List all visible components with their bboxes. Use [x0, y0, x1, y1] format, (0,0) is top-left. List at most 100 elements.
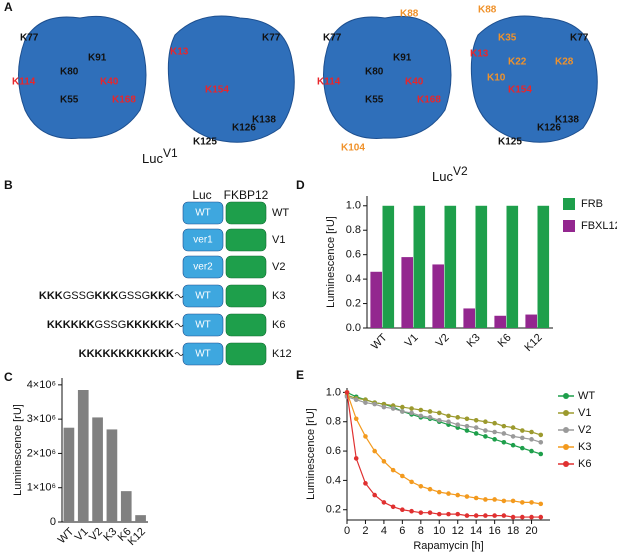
legend-marker: [563, 427, 569, 433]
legend-marker: [563, 410, 569, 416]
y-tick-label: 0.6: [346, 249, 361, 261]
point: [529, 437, 534, 442]
point: [409, 410, 414, 416]
point: [353, 456, 359, 461]
point: [418, 510, 424, 515]
point: [418, 413, 424, 419]
caption-base: Luc: [142, 151, 163, 166]
legend-marker: [563, 393, 569, 399]
point: [501, 431, 507, 436]
residue-label: K168: [417, 95, 441, 106]
x-tick-label: 4: [381, 525, 387, 537]
residue-label: K40: [405, 77, 424, 88]
x-tick-label: K3: [465, 332, 483, 350]
point: [483, 434, 488, 439]
point: [409, 508, 414, 514]
residue-label: K77: [570, 33, 589, 44]
prefix-segment: GSSG: [95, 319, 127, 331]
point: [529, 448, 534, 454]
bar: [432, 264, 444, 328]
point: [529, 429, 534, 435]
legend-label: K3: [578, 441, 591, 453]
bar: [77, 390, 89, 522]
luc-box: [182, 228, 224, 252]
point: [400, 507, 405, 513]
point: [427, 415, 433, 420]
x-tick-label: WT: [369, 331, 390, 352]
point: [436, 489, 442, 495]
legend-label: FRB: [581, 198, 603, 210]
y-tick-label: 1×10⁶: [27, 482, 56, 494]
row-name: K3: [272, 290, 285, 302]
point: [501, 498, 507, 504]
point: [409, 406, 414, 411]
point: [381, 459, 387, 464]
point: [492, 497, 497, 502]
residue-label: K35: [498, 33, 517, 44]
point: [483, 419, 488, 425]
point: [464, 513, 470, 518]
residue-label: K13: [470, 49, 489, 60]
panel-letter: A: [4, 0, 13, 14]
fkbp-box: [225, 255, 267, 279]
caption-base: Luc: [432, 169, 453, 184]
series-line: [346, 394, 541, 436]
point: [372, 448, 377, 454]
caption-sup: V2: [453, 164, 468, 178]
residue-label: K13: [170, 47, 189, 58]
luc-label: WT: [195, 320, 211, 331]
point: [427, 486, 433, 492]
residue-label: K40: [100, 77, 119, 88]
fkbp-box: [225, 342, 267, 366]
bar: [106, 429, 118, 522]
row-name: V1: [272, 234, 285, 246]
point: [520, 435, 525, 441]
caption-sup: V1: [163, 146, 178, 160]
point: [363, 481, 368, 486]
structure-caption: LucV2: [432, 164, 468, 184]
residue-label: K138: [555, 115, 579, 126]
x-tick-label: 12: [452, 525, 464, 537]
point: [501, 439, 507, 445]
prefix-segment: KKK: [95, 290, 119, 302]
luc-label: WT: [195, 208, 211, 219]
point: [483, 513, 488, 518]
x-tick-label: 8: [418, 525, 424, 537]
y-tick-label: 1.0: [346, 200, 361, 212]
x-tick-label: 6: [399, 525, 405, 537]
residue-label: K77: [323, 33, 342, 44]
point: [455, 415, 461, 420]
linker: [174, 323, 184, 327]
x-tick-label: V2: [434, 332, 452, 350]
point: [501, 423, 507, 429]
bar: [63, 427, 75, 522]
point: [372, 401, 377, 407]
luc-box: [182, 255, 224, 279]
prefix-segment: KKK: [150, 290, 174, 302]
prefix: KKKGSSGKKKGSSGKKK: [39, 290, 174, 302]
y-tick-label: 0.8: [346, 224, 361, 236]
x-tick-label: V1: [403, 332, 421, 350]
x-tick-label: K12: [126, 526, 148, 548]
residue-label: K88: [400, 9, 419, 20]
point: [353, 397, 359, 403]
point: [400, 404, 405, 410]
point: [455, 422, 461, 427]
bar: [120, 491, 132, 522]
point: [529, 500, 534, 505]
linker: [174, 294, 184, 298]
series-line: [346, 392, 541, 505]
bar: [463, 308, 475, 328]
legend-swatch: [563, 220, 575, 232]
residue-label: K154: [508, 85, 532, 96]
bar: [92, 417, 103, 522]
point: [390, 467, 396, 473]
point: [501, 513, 507, 518]
point: [409, 479, 414, 485]
residue-label: K126: [537, 123, 561, 134]
point: [538, 514, 544, 520]
x-tick-label: 2: [362, 525, 368, 537]
legend-marker: [563, 444, 569, 450]
point: [353, 416, 359, 422]
legend-swatch: [563, 198, 575, 210]
